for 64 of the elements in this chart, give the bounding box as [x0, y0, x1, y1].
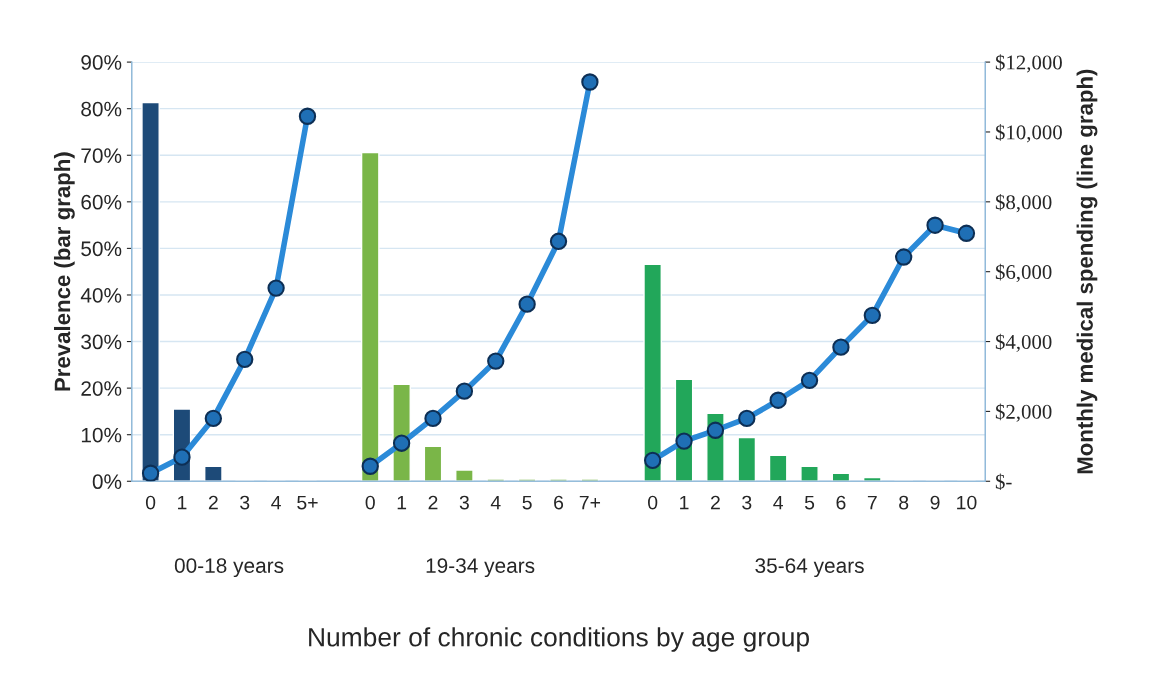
- y2-tick-label: $6,000: [995, 263, 1052, 283]
- x-tick-label: 2: [428, 495, 438, 510]
- y-tick-label: 10%: [81, 427, 122, 443]
- text: 00-18 years: [174, 558, 284, 578]
- y-axis-title: Prevalence (bar graph): [53, 152, 75, 391]
- x-tick-label: 6: [836, 495, 846, 510]
- x-tick-label: 0: [648, 495, 658, 510]
- x-axis-title: Number of chronic conditions by age group: [309, 627, 809, 652]
- y-tick-label: 80%: [81, 101, 122, 117]
- point: [204, 409, 223, 428]
- y2-tick-label: $12,000: [995, 54, 1062, 73]
- x-tick-label: 0: [145, 495, 156, 510]
- x-tick-label: 7+: [579, 495, 601, 510]
- x-tick-label: 4: [773, 495, 784, 510]
- point: [141, 464, 160, 482]
- x-tick-label: 2: [710, 495, 720, 510]
- x-tick-label: 6: [554, 495, 564, 510]
- x-tick-label: 3: [240, 495, 250, 510]
- x-tick-label: 1: [680, 495, 689, 510]
- text: 19-34 years: [426, 558, 535, 578]
- bar: [549, 478, 568, 482]
- text: 35-64 years: [755, 558, 864, 578]
- x-tick-label: 3: [742, 495, 752, 510]
- point: [298, 107, 317, 125]
- bar: [862, 476, 882, 482]
- x-tick-label: 2: [208, 495, 218, 510]
- x-tick-label: 1: [397, 495, 407, 510]
- x-tick-label: 3: [459, 495, 469, 510]
- y-tick-label: 20%: [81, 381, 122, 396]
- y2-axis-title: Monthly medical spending (line graph): [1076, 69, 1098, 474]
- x-tick-label: 7: [867, 495, 877, 510]
- y-tick-label: 30%: [81, 334, 122, 350]
- y-tick-label: 50%: [81, 241, 122, 257]
- bar: [486, 478, 506, 482]
- bar: [141, 101, 160, 482]
- y-tick-label: 70%: [81, 148, 122, 163]
- x-tick-label: 10: [957, 495, 977, 510]
- y2-tick-label: $10,000: [995, 124, 1062, 143]
- bar: [204, 465, 223, 482]
- x-tick-label: 5: [804, 495, 815, 510]
- y-tick-label: 60%: [81, 194, 122, 210]
- y-tick-label: 40%: [80, 287, 122, 303]
- point: [173, 448, 191, 466]
- x-tick-label: 0: [365, 495, 375, 510]
- y2-tick-label: $-: [995, 473, 1012, 491]
- y2-tick-label: $8,000: [995, 193, 1052, 213]
- y-tick-label: 0%: [92, 474, 122, 490]
- bar: [455, 469, 474, 482]
- x-tick-label: 8: [899, 495, 909, 510]
- y-tick-label: 90%: [81, 55, 122, 70]
- x-tick-label: 4: [490, 495, 501, 510]
- bar: [831, 472, 851, 482]
- x-tick-label: 1: [178, 495, 187, 510]
- bar: [517, 478, 537, 482]
- y2-tick-label: $2,000: [995, 403, 1052, 422]
- point: [236, 350, 254, 369]
- y2-tick-label: $4,000: [995, 333, 1052, 352]
- point: [267, 279, 285, 297]
- x-tick-label: 9: [930, 495, 940, 510]
- x-tick-label: 5+: [297, 495, 318, 510]
- bar: [580, 478, 600, 482]
- x-tick-label: 4: [271, 495, 281, 510]
- x-tick-label: 5: [522, 495, 532, 510]
- bar: [800, 465, 819, 482]
